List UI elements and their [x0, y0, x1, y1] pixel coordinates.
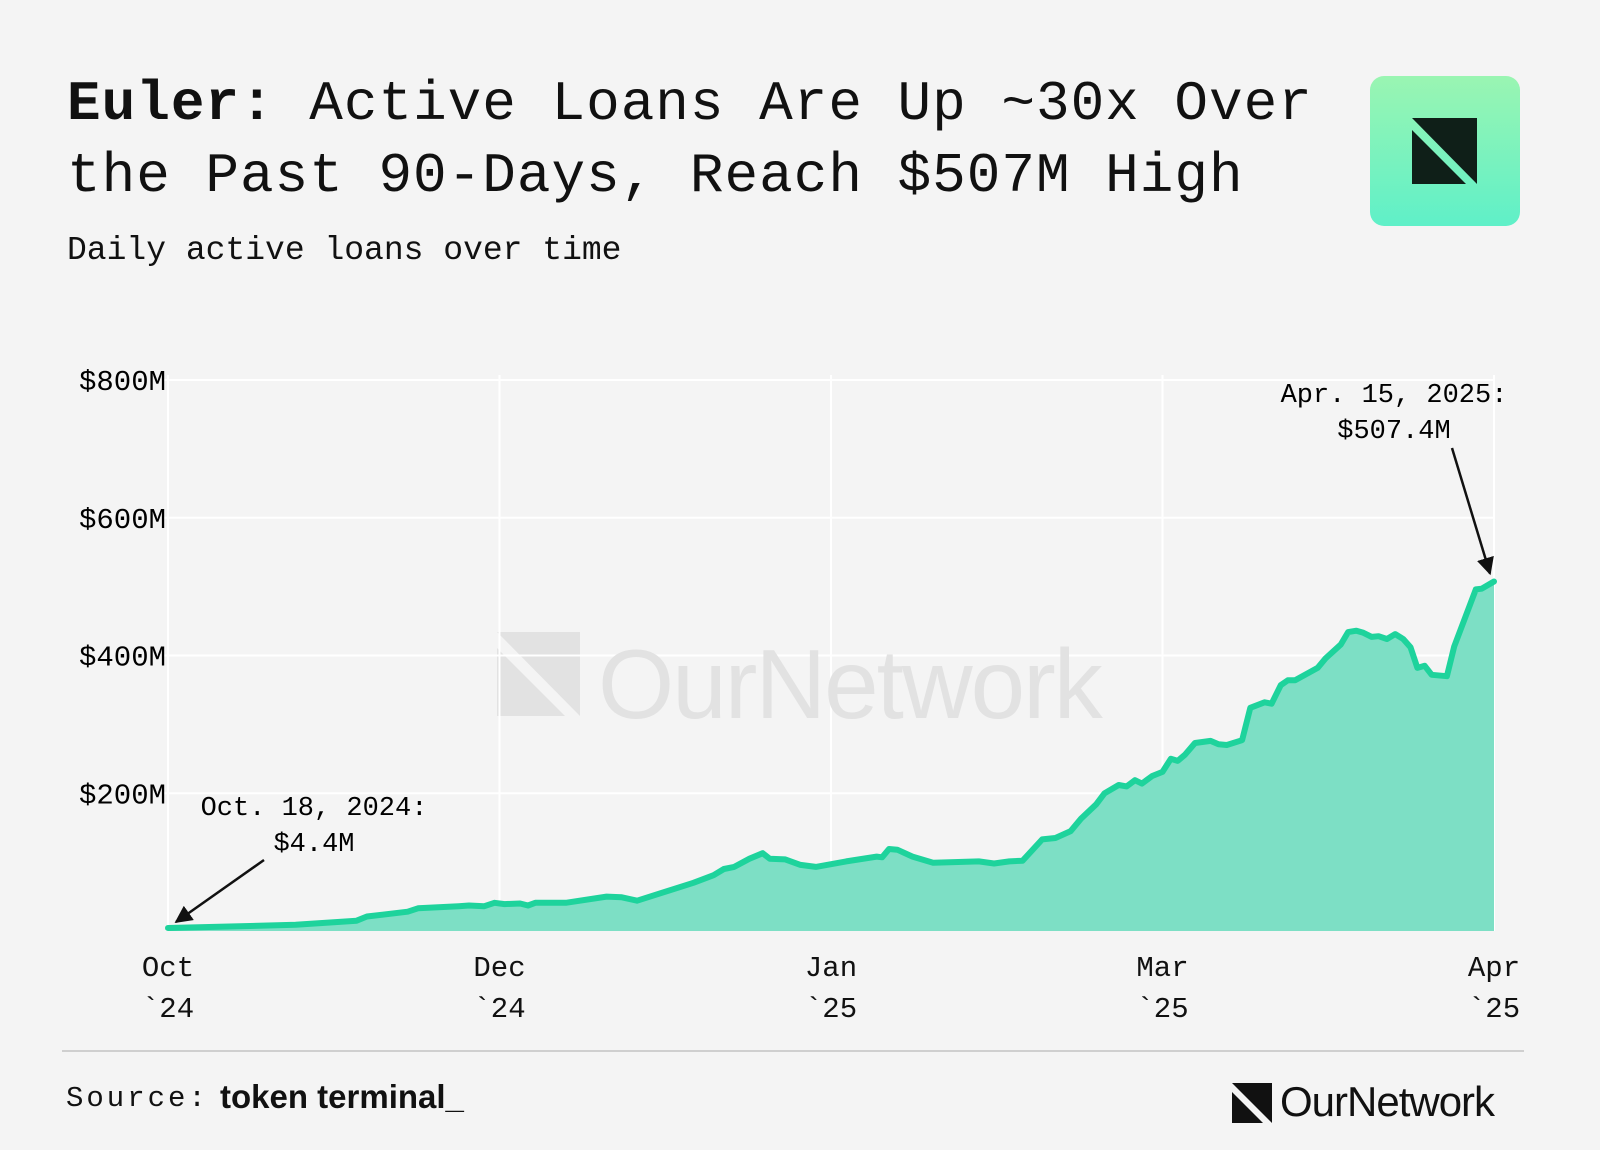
title-lead: Euler: [67, 72, 275, 136]
y-tick-label: $800M [79, 366, 166, 399]
brand: OurNetwork [1280, 1078, 1495, 1125]
logo-mark [1412, 118, 1477, 184]
x-tick-label: Oct `24 [141, 952, 195, 1026]
title-text: Active Loans Are Up ~30x Over the Past 9… [67, 72, 1313, 208]
x-tick-label: Apr `25 [1467, 952, 1521, 1026]
x-tick-label: Mar `25 [1136, 952, 1189, 1026]
annotation: Apr. 15, 2025: [1281, 381, 1508, 411]
source-label: Source: [66, 1082, 209, 1115]
brand-logo [1232, 1083, 1272, 1123]
chart-subtitle: Daily active loans over time [67, 232, 622, 269]
watermark: OurNetwork [598, 629, 1103, 739]
y-tick-label: $400M [79, 642, 166, 675]
x-tick-label: Jan `25 [804, 952, 858, 1026]
y-tick-label: $600M [79, 504, 166, 537]
area [168, 581, 1494, 931]
annotation: $4.4M [273, 830, 354, 860]
arrow [1450, 447, 1494, 576]
chart-title: Euler: Active Loans Are Up ~30x Over the… [67, 68, 1367, 212]
x-tick-label: Dec `24 [473, 952, 526, 1026]
plot: $200M $400M $600M $800M Oct. 18, 2024: $4.4M A… [79, 366, 1507, 931]
source: token terminal_ [220, 1078, 464, 1115]
annotation: Oct. 18, 2024: [201, 794, 428, 824]
watermark-logo [497, 632, 580, 716]
line [165, 578, 1497, 931]
annotation: $507.4M [1337, 417, 1450, 447]
y-tick-label: $200M [79, 779, 166, 812]
logo-mark [1412, 130, 1466, 184]
arrow [174, 858, 265, 923]
